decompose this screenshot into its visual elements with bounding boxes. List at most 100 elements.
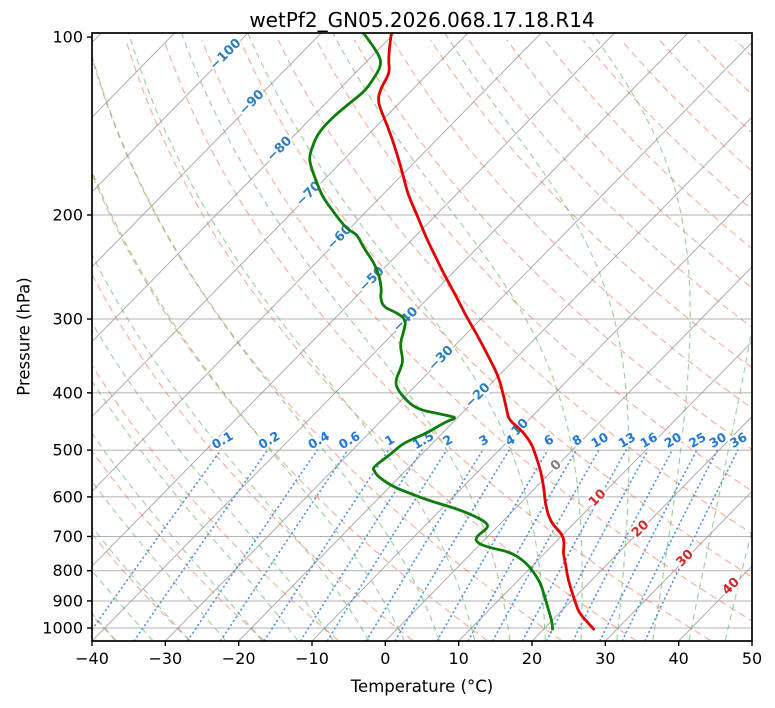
x-tick-label: −40 [75, 649, 109, 668]
moist-adiabat [724, 528, 752, 641]
isotherm-label: 20 [629, 517, 652, 540]
y-tick-label: 500 [52, 441, 83, 460]
mixing-ratio-line [621, 449, 719, 641]
mixing-ratio-label: 1 [382, 431, 397, 448]
mixing-ratio-label: 13 [615, 429, 638, 451]
chart-title: wetPf2_GN05.2026.068.17.18.R14 [249, 8, 595, 32]
mixing-ratio-line [299, 449, 423, 641]
dry-adiabat [735, 39, 752, 58]
moist-adiabat [92, 480, 227, 641]
isotherm-label: −50 [356, 264, 387, 295]
dry-adiabat [201, 39, 752, 622]
moist-adiabat [180, 33, 511, 641]
isotherm-line [92, 33, 542, 493]
mixing-ratio-label: 3 [476, 431, 491, 448]
mixing-ratio-line [263, 449, 390, 641]
isotherm-line [92, 33, 102, 44]
mixing-ratio-line [92, 449, 222, 632]
isotherm-line [531, 415, 752, 641]
dry-adiabat [92, 53, 562, 641]
moist-adiabat [591, 33, 691, 641]
mixing-ratio-line [133, 449, 269, 641]
y-tick-label: 700 [52, 527, 83, 546]
mixing-ratio-line [599, 449, 698, 641]
isotherm-label: 30 [673, 547, 696, 570]
isotherm-label: −100 [207, 36, 244, 73]
isotherm-line [164, 41, 752, 641]
moist-adiabat [0, 29, 42, 640]
dry-adiabat [468, 39, 752, 329]
isotherm-line [458, 340, 752, 641]
isotherm-line [92, 33, 322, 268]
mixing-ratio-line [326, 449, 448, 641]
temperature-curve [377, 33, 595, 631]
isotherm-line [92, 33, 249, 193]
mixing-ratio-label: 0.1 [209, 428, 236, 452]
x-tick-label: −20 [222, 649, 256, 668]
dry-adiabat [92, 273, 414, 641]
isotherm-label: 0 [548, 457, 565, 474]
mixing-ratio-label: 10 [588, 429, 611, 451]
x-tick-label: 40 [668, 649, 688, 668]
dry-adiabat [92, 614, 116, 641]
isotherm-label: 40 [719, 575, 742, 598]
dry-adiabat [125, 39, 637, 641]
x-tick-label: −10 [295, 649, 329, 668]
moist-adiabat [762, 29, 775, 640]
isotherm-line [678, 565, 752, 641]
x-tick-label: 0 [380, 649, 390, 668]
moist-adiabat [92, 169, 405, 641]
moist-adiabat [688, 324, 752, 641]
x-tick-label: −30 [148, 649, 182, 668]
dry-adiabat [92, 172, 488, 641]
mixing-ratio-label: 0.6 [336, 428, 363, 452]
isotherm-line [384, 266, 752, 641]
axes-frame [91, 32, 753, 642]
moist-adiabat [92, 525, 190, 641]
isotherm-line [751, 640, 752, 641]
mixing-ratio-line [521, 449, 627, 641]
y-tick-label: 900 [52, 591, 83, 610]
isotherm-line [238, 116, 752, 641]
dry-adiabat [658, 39, 752, 134]
mixing-ratio-line [545, 449, 649, 641]
dry-adiabat [392, 39, 752, 409]
mixing-ratio-label: 16 [637, 429, 660, 451]
isotherm-label: −30 [426, 343, 457, 374]
mixing-ratio-line [365, 449, 484, 641]
isotherm-label: −20 [462, 380, 493, 411]
dry-adiabat [696, 39, 752, 96]
mixing-ratio-label: 30 [706, 429, 729, 451]
moist-adiabat [92, 321, 334, 641]
y-tick-label: 1000 [42, 619, 83, 638]
mixing-ratio-line [186, 449, 319, 641]
dry-adiabat [92, 450, 265, 641]
x-tick-label: 20 [522, 649, 542, 668]
x-tick-label: 10 [448, 649, 468, 668]
moist-adiabat [332, 33, 583, 641]
dry-adiabat [163, 39, 711, 641]
y-tick-label: 800 [52, 561, 83, 580]
moist-adiabat [92, 569, 154, 641]
isotherm-line [92, 33, 469, 418]
dry-adiabat [315, 39, 752, 492]
dry-adiabat [544, 39, 752, 250]
x-tick-label: 30 [595, 649, 615, 668]
mixing-ratio-line [492, 449, 600, 641]
dry-adiabat [277, 39, 752, 535]
y-tick-label: 600 [52, 487, 83, 506]
dry-adiabat [92, 532, 191, 641]
y-tick-label: 200 [52, 205, 83, 224]
moist-adiabat [0, 29, 5, 640]
dry-adiabat [430, 39, 752, 369]
moist-adiabat [92, 253, 370, 641]
mixing-ratio-line [436, 449, 549, 641]
isotherm-line [92, 33, 689, 641]
mixing-ratio-label: 2 [440, 431, 455, 448]
y-tick-label: 100 [52, 28, 83, 47]
isotherm-label: 10 [586, 486, 609, 509]
mixing-ratio-label: 6 [541, 431, 556, 448]
isotherm-line [311, 191, 752, 641]
